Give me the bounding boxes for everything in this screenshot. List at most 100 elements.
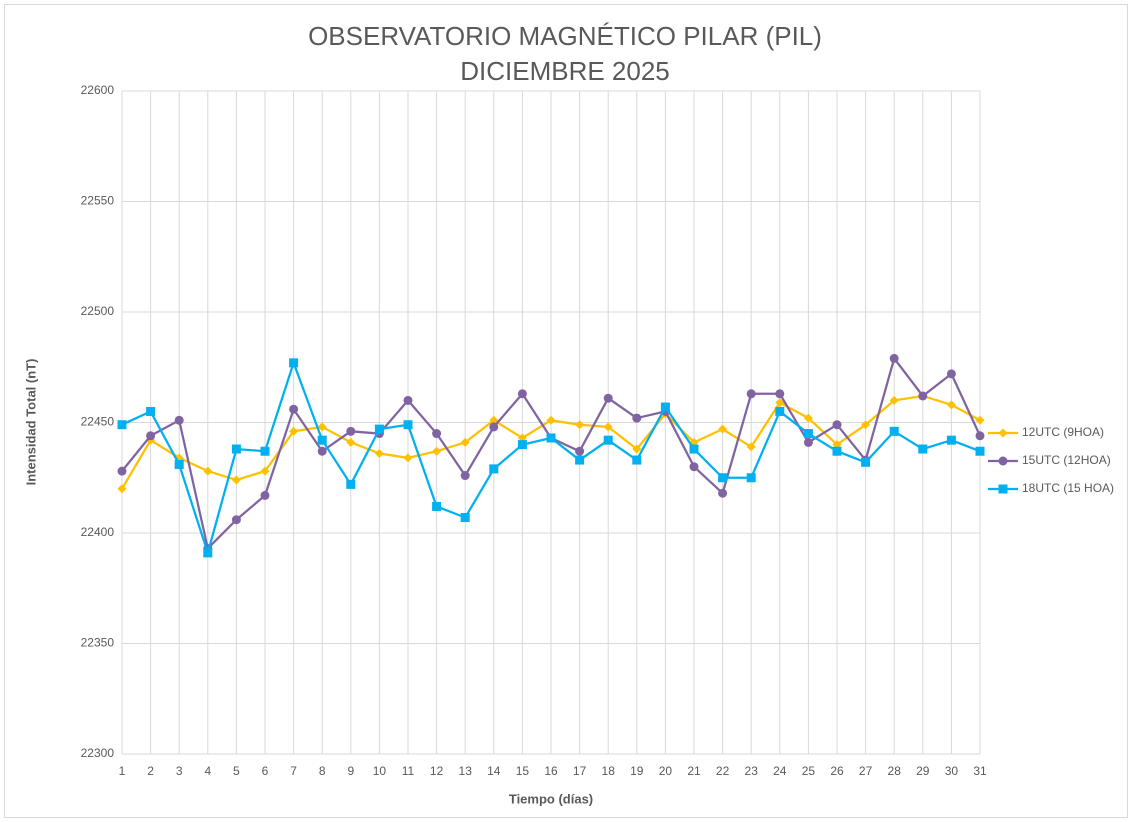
point [998, 456, 1008, 466]
point [403, 420, 413, 430]
y-tick-label: 22300 [81, 746, 115, 760]
point [775, 389, 785, 399]
x-tick-label: 28 [888, 764, 902, 778]
x-tick-label: 22 [716, 764, 730, 778]
x-tick-label: 29 [916, 764, 930, 778]
chart-frame [4, 4, 1128, 818]
x-tick-label: 5 [233, 764, 240, 778]
point [432, 446, 442, 456]
x-tick-label: 27 [859, 764, 873, 778]
point [174, 415, 184, 425]
y-tick-label: 22550 [81, 194, 115, 208]
y-axis-label: Intensidad Total (nT) [23, 359, 38, 486]
point [289, 358, 299, 368]
x-tick-label: 12 [430, 764, 444, 778]
y-tick-label: 22500 [81, 304, 115, 318]
x-tick-label: 7 [290, 764, 297, 778]
x-tick-label: 17 [573, 764, 587, 778]
point [403, 395, 413, 405]
point [346, 437, 356, 447]
x-axis-label: Tiempo (días) [509, 791, 593, 806]
point [603, 393, 613, 403]
point [317, 422, 327, 432]
point [946, 435, 956, 445]
point [374, 448, 384, 458]
x-tick-label: 2 [147, 764, 154, 778]
x-tick-label: 15 [516, 764, 530, 778]
point [632, 455, 642, 465]
point [632, 444, 642, 454]
point [861, 457, 871, 467]
point [231, 475, 241, 485]
point [975, 415, 985, 425]
point [260, 466, 270, 476]
point [946, 369, 956, 379]
point [117, 466, 127, 476]
point [203, 466, 213, 476]
point [346, 479, 356, 489]
point [918, 444, 928, 454]
point [718, 473, 728, 483]
point [517, 389, 527, 399]
point [775, 398, 785, 408]
x-tick-label: 30 [945, 764, 959, 778]
point [889, 353, 899, 363]
x-tick-label: 24 [773, 764, 787, 778]
point [546, 433, 556, 443]
point [575, 455, 585, 465]
point [998, 484, 1008, 494]
point [803, 429, 813, 439]
x-tick-label: 8 [319, 764, 326, 778]
point [517, 440, 527, 450]
point [260, 490, 270, 500]
point [231, 515, 241, 525]
point [289, 426, 299, 436]
point [260, 446, 270, 456]
legend-label: 15UTC (12HOA) [1022, 453, 1111, 467]
x-tick-label: 6 [262, 764, 269, 778]
x-tick-label: 25 [802, 764, 816, 778]
x-tick-label: 3 [176, 764, 183, 778]
chart-title: OBSERVATORIO MAGNÉTICO PILAR (PIL) [308, 21, 822, 51]
point [403, 453, 413, 463]
point [603, 435, 613, 445]
point [231, 444, 241, 454]
point [317, 446, 327, 456]
point [575, 420, 585, 430]
point [918, 391, 928, 401]
point [832, 446, 842, 456]
point [203, 548, 213, 558]
point [975, 446, 985, 456]
point [689, 462, 699, 472]
y-tick-label: 22350 [81, 636, 115, 650]
point [432, 501, 442, 511]
point [746, 442, 756, 452]
point [998, 428, 1008, 438]
point [660, 402, 670, 412]
point [346, 426, 356, 436]
point [289, 404, 299, 414]
x-tick-label: 16 [544, 764, 558, 778]
x-tick-label: 21 [687, 764, 701, 778]
point [946, 400, 956, 410]
legend-label: 12UTC (9HOA) [1022, 425, 1104, 439]
x-tick-label: 26 [830, 764, 844, 778]
point [117, 420, 127, 430]
point [146, 406, 156, 416]
point [374, 424, 384, 434]
point [832, 420, 842, 430]
x-tick-label: 1 [119, 764, 126, 778]
chart-subtitle: DICIEMBRE 2025 [460, 56, 670, 86]
point [174, 459, 184, 469]
point [546, 415, 556, 425]
point [117, 484, 127, 494]
point [432, 429, 442, 439]
x-tick-label: 11 [402, 764, 415, 778]
point [775, 406, 785, 416]
y-tick-label: 22450 [81, 415, 115, 429]
x-tick-label: 13 [459, 764, 473, 778]
x-tick-label: 9 [347, 764, 354, 778]
x-tick-label: 19 [630, 764, 644, 778]
y-tick-label: 22600 [81, 83, 115, 97]
